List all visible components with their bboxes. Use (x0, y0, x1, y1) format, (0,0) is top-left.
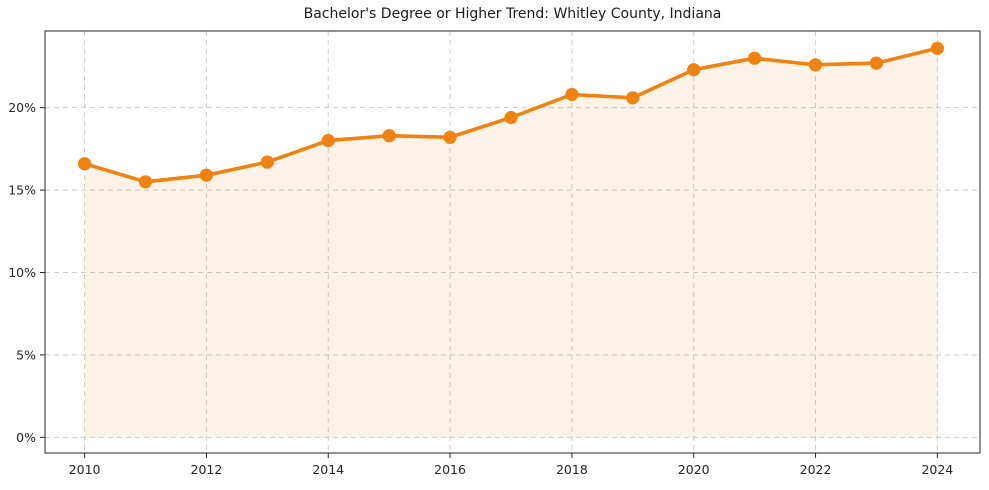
data-point-marker (382, 129, 396, 143)
data-point-marker (78, 157, 92, 171)
data-point-marker (260, 155, 274, 169)
y-tick-label: 20% (8, 100, 36, 115)
data-point-marker (930, 41, 945, 55)
x-tick-label: 2024 (921, 462, 953, 477)
y-tick-label: 10% (8, 265, 36, 280)
y-tick-label: 0% (16, 430, 36, 445)
data-point-marker (199, 168, 213, 182)
x-tick-label: 2014 (312, 462, 344, 477)
y-tick-label: 5% (16, 347, 36, 362)
plot-border (44, 30, 981, 454)
data-point-marker (869, 56, 884, 70)
y-tick-label: 15% (8, 183, 36, 198)
chart-title: Bachelor's Degree or Higher Trend: Whitl… (303, 6, 722, 22)
data-point-marker (321, 134, 335, 148)
data-point-marker (626, 91, 640, 105)
data-point-marker (565, 87, 579, 102)
data-point-marker (687, 63, 701, 77)
data-point-marker (443, 130, 457, 144)
x-tick-label: 2018 (556, 462, 588, 477)
x-tick-label: 2012 (191, 462, 223, 477)
x-tick-label: 2020 (678, 462, 710, 477)
x-tick-label: 2016 (434, 462, 466, 477)
data-point-marker (504, 110, 518, 125)
area-fill (84, 48, 938, 438)
data-point-marker (138, 175, 153, 189)
data-point-marker (748, 51, 762, 65)
data-point-marker (808, 58, 823, 72)
x-tick-label: 2010 (69, 462, 101, 477)
x-tick-label: 2022 (800, 462, 832, 477)
